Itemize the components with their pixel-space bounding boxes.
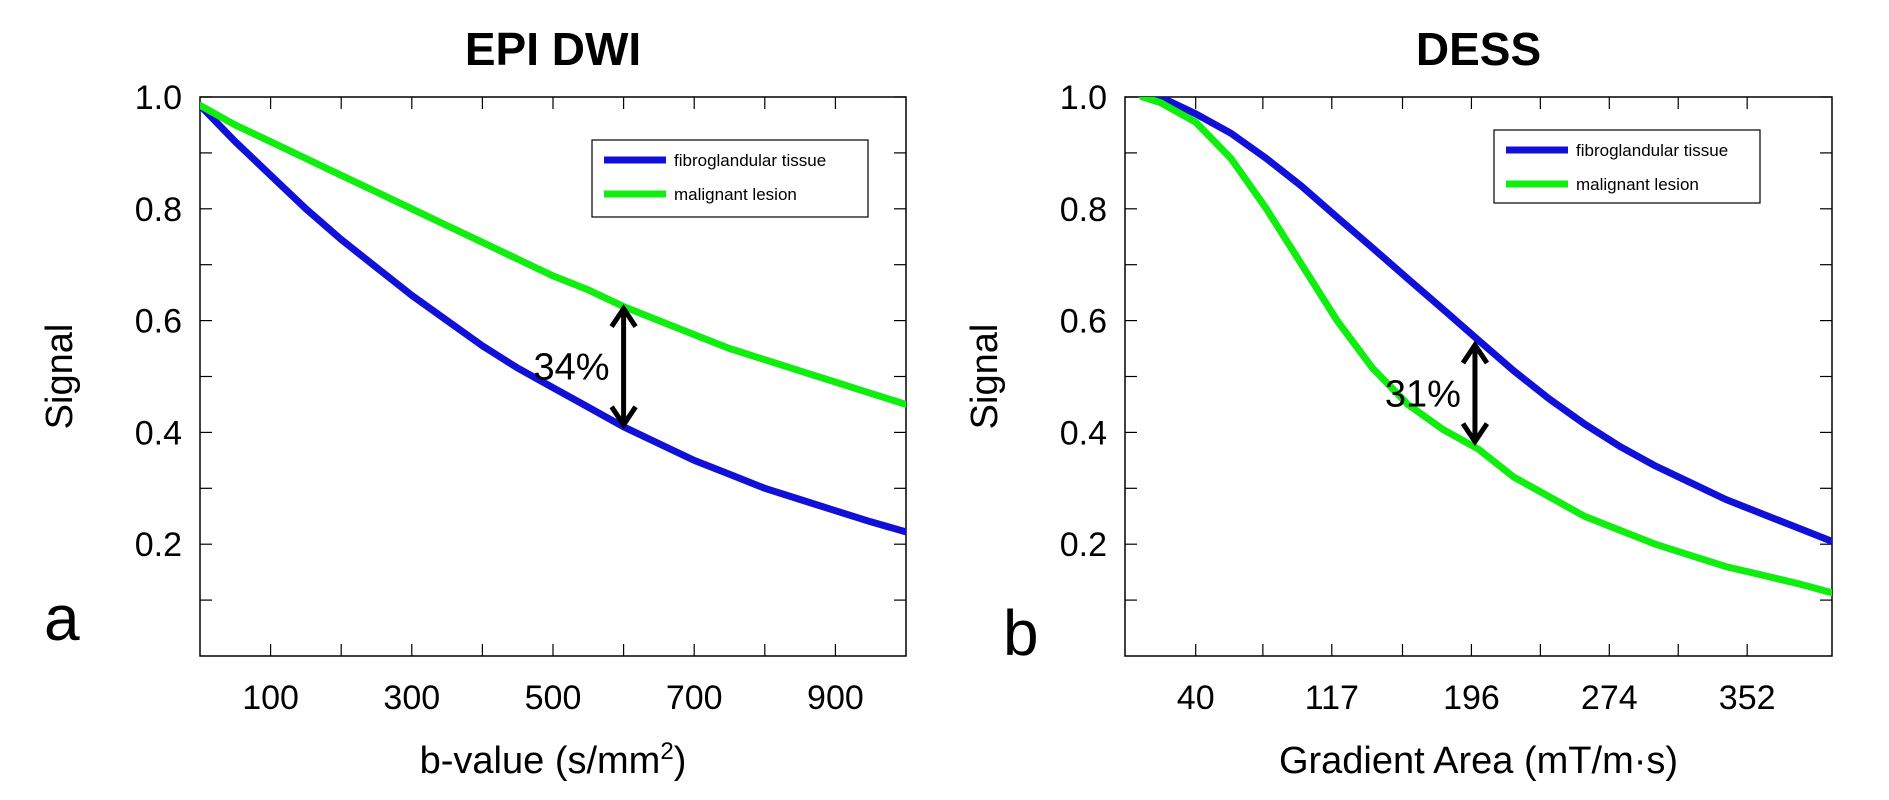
x-tick-label: 300 xyxy=(383,679,440,717)
x-axis-label: Gradient Area (mT/m·s) xyxy=(1279,740,1678,782)
x-tick-label: 196 xyxy=(1443,679,1500,717)
legend-box xyxy=(591,139,869,218)
annotation-arrow-head-bottom xyxy=(609,405,638,430)
annotation-label: 34% xyxy=(534,347,610,389)
series-line-fibroglandular-tissue xyxy=(200,101,906,536)
y-tick-label: 0.8 xyxy=(1060,191,1107,229)
chart-title: EPI DWI xyxy=(465,23,641,75)
y-tick-label: 1.0 xyxy=(135,79,182,117)
x-tick-label: 100 xyxy=(242,679,299,717)
x-axis-label-end: ) xyxy=(674,740,687,782)
annotation-arrow-head-top xyxy=(1460,340,1490,365)
legend-box xyxy=(1493,129,1761,204)
y-axis-label: Signal xyxy=(964,324,1006,430)
annotation-label: 31% xyxy=(1385,373,1461,415)
legend-label: malignant lesion xyxy=(674,185,797,204)
y-tick-label: 0.6 xyxy=(1060,303,1107,341)
x-tick-label: 274 xyxy=(1581,679,1638,717)
x-tick-label: 117 xyxy=(1305,679,1359,717)
x-tick-label: 900 xyxy=(807,679,864,717)
y-tick-label: 0.2 xyxy=(1060,526,1107,564)
series-line-malignant-lesion xyxy=(200,101,906,408)
x-tick-label: 352 xyxy=(1719,679,1776,717)
legend-label: malignant lesion xyxy=(1576,175,1699,194)
annotation-arrow-head-bottom xyxy=(1460,422,1490,447)
y-tick-label: 0.8 xyxy=(135,191,182,229)
y-tick-label: 0.2 xyxy=(135,526,182,564)
legend: fibroglandular tissue malignant lesion xyxy=(1493,129,1761,204)
panel-letter: b xyxy=(1003,597,1039,669)
legend-label: fibroglandular tissue xyxy=(1576,141,1728,160)
x-tick-label: 40 xyxy=(1177,679,1215,717)
chart-panel-a: EPI DWI 0.2 0.4 0.6 0.8 1.0 100 300 500 700 900 Sig… xyxy=(39,23,907,782)
x-axis-label: b-value (s/mm2) xyxy=(420,738,687,782)
x-axis-label-superscript: 2 xyxy=(660,738,673,765)
y-axis-label: Signal xyxy=(39,324,81,430)
legend: fibroglandular tissue malignant lesion xyxy=(591,139,869,218)
y-tick-label: 1.0 xyxy=(1060,79,1107,117)
x-tick-label: 700 xyxy=(666,679,723,717)
chart-title: DESS xyxy=(1416,23,1541,75)
y-tick-label: 0.4 xyxy=(1060,414,1107,452)
y-tick-label: 0.4 xyxy=(135,414,182,452)
legend-label: fibroglandular tissue xyxy=(674,151,826,170)
y-tick-label: 0.6 xyxy=(135,303,182,341)
x-axis-label-main: b-value (s/mm xyxy=(420,740,661,782)
series-line-malignant-lesion xyxy=(1139,97,1832,597)
series-line-fibroglandular-tissue xyxy=(1139,97,1832,545)
panel-letter: a xyxy=(44,582,80,654)
x-tick-label: 500 xyxy=(525,679,582,717)
annotation-arrow-head-top xyxy=(609,304,638,329)
chart-panel-b: DESS 0.2 0.4 0.6 0.8 1.0 40 117 196 274 352 Signal G… xyxy=(964,23,1833,782)
